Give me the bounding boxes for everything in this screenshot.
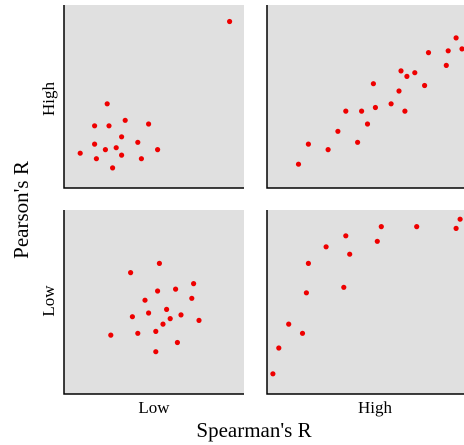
data-point-low-spearman-high-pearson-3 xyxy=(93,156,99,162)
data-point-low-spearman-high-pearson-11 xyxy=(122,117,128,123)
data-point-low-spearman-low-pearson-1 xyxy=(128,270,134,276)
panel-low-spearman-high-pearson xyxy=(63,5,244,189)
data-point-low-spearman-high-pearson-5 xyxy=(104,101,110,107)
data-point-high-spearman-high-pearson-17 xyxy=(425,50,432,56)
data-point-high-spearman-low-pearson-1 xyxy=(276,345,282,351)
points-group xyxy=(77,18,233,171)
data-point-high-spearman-high-pearson-21 xyxy=(459,46,464,52)
data-point-low-spearman-low-pearson-15 xyxy=(178,312,184,318)
panel-low-spearman-low-pearson xyxy=(63,210,244,395)
panel-high-spearman-low-pearson xyxy=(266,210,464,395)
data-point-low-spearman-low-pearson-17 xyxy=(191,281,197,287)
data-point-low-spearman-high-pearson-13 xyxy=(138,156,144,162)
points-group xyxy=(108,260,202,355)
data-point-high-spearman-high-pearson-7 xyxy=(364,121,371,127)
data-point-high-spearman-high-pearson-3 xyxy=(335,128,341,134)
data-point-low-spearman-low-pearson-9 xyxy=(156,260,162,266)
data-point-high-spearman-low-pearson-12 xyxy=(414,224,420,230)
y-group-label-high: High xyxy=(39,82,58,117)
data-point-high-spearman-high-pearson-15 xyxy=(412,70,418,76)
data-point-low-spearman-low-pearson-3 xyxy=(135,330,141,336)
data-point-low-spearman-high-pearson-14 xyxy=(146,121,152,127)
y-axis-title: Pearson's R xyxy=(9,161,33,259)
data-point-low-spearman-high-pearson-10 xyxy=(119,152,125,158)
data-point-low-spearman-high-pearson-8 xyxy=(113,145,119,151)
data-point-high-spearman-low-pearson-8 xyxy=(343,233,349,239)
panel-background xyxy=(64,5,244,188)
data-point-high-spearman-high-pearson-16 xyxy=(422,82,428,89)
panel-axes xyxy=(63,210,244,395)
data-point-low-spearman-low-pearson-6 xyxy=(153,349,159,355)
data-point-low-spearman-high-pearson-7 xyxy=(110,165,116,171)
data-point-high-spearman-high-pearson-5 xyxy=(355,139,361,145)
data-point-high-spearman-low-pearson-10 xyxy=(374,238,380,244)
panel-high-spearman-high-pearson xyxy=(266,5,464,189)
panel-axes xyxy=(266,5,464,189)
data-point-high-spearman-low-pearson-11 xyxy=(378,224,384,230)
data-point-low-spearman-low-pearson-12 xyxy=(167,316,173,322)
data-point-low-spearman-high-pearson-12 xyxy=(135,139,141,145)
data-point-low-spearman-low-pearson-11 xyxy=(164,306,170,312)
data-point-high-spearman-low-pearson-3 xyxy=(299,330,306,336)
points-group xyxy=(270,216,463,377)
data-point-low-spearman-low-pearson-13 xyxy=(173,286,179,292)
data-point-low-spearman-low-pearson-14 xyxy=(174,339,180,346)
data-point-high-spearman-low-pearson-2 xyxy=(286,321,292,327)
data-point-high-spearman-high-pearson-19 xyxy=(445,48,451,54)
data-point-low-spearman-high-pearson-16 xyxy=(227,18,233,25)
data-point-low-spearman-low-pearson-2 xyxy=(129,314,135,320)
data-point-low-spearman-high-pearson-9 xyxy=(119,134,125,140)
x-group-label-high: High xyxy=(358,398,393,417)
data-point-high-spearman-high-pearson-11 xyxy=(396,88,402,94)
data-point-low-spearman-low-pearson-0 xyxy=(108,332,114,338)
data-point-high-spearman-high-pearson-2 xyxy=(325,147,331,153)
data-point-low-spearman-high-pearson-2 xyxy=(92,141,98,147)
data-point-high-spearman-low-pearson-9 xyxy=(347,251,353,257)
data-point-high-spearman-high-pearson-0 xyxy=(295,161,302,167)
data-point-high-spearman-high-pearson-6 xyxy=(359,108,365,114)
points-group xyxy=(295,35,464,167)
x-group-label-low: Low xyxy=(138,398,170,417)
data-point-high-spearman-low-pearson-14 xyxy=(457,216,463,222)
data-point-high-spearman-low-pearson-13 xyxy=(453,225,459,231)
panel-background xyxy=(267,210,464,394)
data-point-low-spearman-low-pearson-10 xyxy=(160,321,166,327)
data-point-low-spearman-low-pearson-18 xyxy=(196,317,202,323)
panel-axes xyxy=(266,210,464,395)
data-point-high-spearman-low-pearson-7 xyxy=(341,284,347,290)
data-point-high-spearman-high-pearson-12 xyxy=(398,68,404,74)
data-point-high-spearman-high-pearson-1 xyxy=(305,141,311,147)
data-point-high-spearman-high-pearson-10 xyxy=(388,101,394,107)
data-point-high-spearman-high-pearson-20 xyxy=(453,35,459,41)
data-point-high-spearman-low-pearson-0 xyxy=(270,371,276,377)
data-point-high-spearman-low-pearson-5 xyxy=(305,260,311,266)
data-point-low-spearman-high-pearson-6 xyxy=(106,123,112,129)
data-point-high-spearman-high-pearson-14 xyxy=(404,73,410,79)
data-point-low-spearman-low-pearson-7 xyxy=(153,328,159,334)
data-point-high-spearman-low-pearson-6 xyxy=(323,244,329,250)
data-point-low-spearman-low-pearson-16 xyxy=(189,295,195,301)
data-point-high-spearman-high-pearson-13 xyxy=(402,108,408,114)
y-group-label-low: Low xyxy=(39,285,58,317)
data-point-low-spearman-low-pearson-8 xyxy=(155,288,161,294)
data-point-high-spearman-high-pearson-4 xyxy=(343,108,349,114)
data-point-low-spearman-low-pearson-4 xyxy=(142,297,148,303)
data-point-low-spearman-high-pearson-15 xyxy=(155,147,161,153)
data-point-low-spearman-high-pearson-0 xyxy=(77,150,83,156)
data-point-high-spearman-high-pearson-8 xyxy=(370,81,376,87)
panel-background xyxy=(64,210,244,394)
data-point-low-spearman-high-pearson-4 xyxy=(102,147,108,153)
panel-background xyxy=(267,5,464,188)
data-point-high-spearman-high-pearson-9 xyxy=(372,104,378,111)
panel-axes xyxy=(63,5,244,189)
x-axis-title: Spearman's R xyxy=(196,418,311,442)
data-point-low-spearman-high-pearson-1 xyxy=(92,123,98,129)
data-point-high-spearman-high-pearson-18 xyxy=(443,62,449,68)
data-point-high-spearman-low-pearson-4 xyxy=(303,290,309,296)
data-point-low-spearman-low-pearson-5 xyxy=(146,310,152,316)
